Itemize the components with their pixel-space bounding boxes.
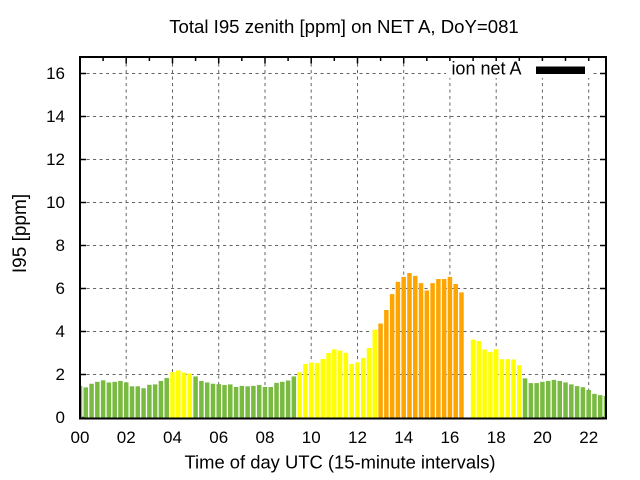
svg-text:ion net A: ion net A (451, 59, 521, 79)
svg-text:18: 18 (487, 428, 506, 447)
svg-text:14: 14 (46, 107, 65, 126)
svg-text:2: 2 (56, 365, 65, 384)
svg-text:08: 08 (256, 428, 275, 447)
svg-text:8: 8 (56, 236, 65, 255)
svg-text:Time of day UTC (15-minute int: Time of day UTC (15-minute intervals) (184, 452, 495, 473)
svg-text:12: 12 (46, 150, 65, 169)
svg-text:Total I95 zenith [ppm] on NET: Total I95 zenith [ppm] on NET A, DoY=081 (169, 16, 519, 37)
svg-text:12: 12 (348, 428, 367, 447)
svg-text:04: 04 (163, 428, 182, 447)
svg-text:14: 14 (394, 428, 413, 447)
svg-text:0: 0 (56, 408, 65, 427)
svg-text:22: 22 (579, 428, 598, 447)
svg-text:10: 10 (46, 193, 65, 212)
svg-text:I95 [ppm]: I95 [ppm] (10, 194, 31, 273)
svg-text:16: 16 (440, 428, 459, 447)
svg-text:4: 4 (56, 322, 65, 341)
svg-text:10: 10 (302, 428, 321, 447)
svg-text:6: 6 (56, 279, 65, 298)
svg-text:00: 00 (71, 428, 90, 447)
svg-text:06: 06 (209, 428, 228, 447)
svg-text:02: 02 (117, 428, 136, 447)
svg-text:20: 20 (533, 428, 552, 447)
svg-text:16: 16 (46, 64, 65, 83)
